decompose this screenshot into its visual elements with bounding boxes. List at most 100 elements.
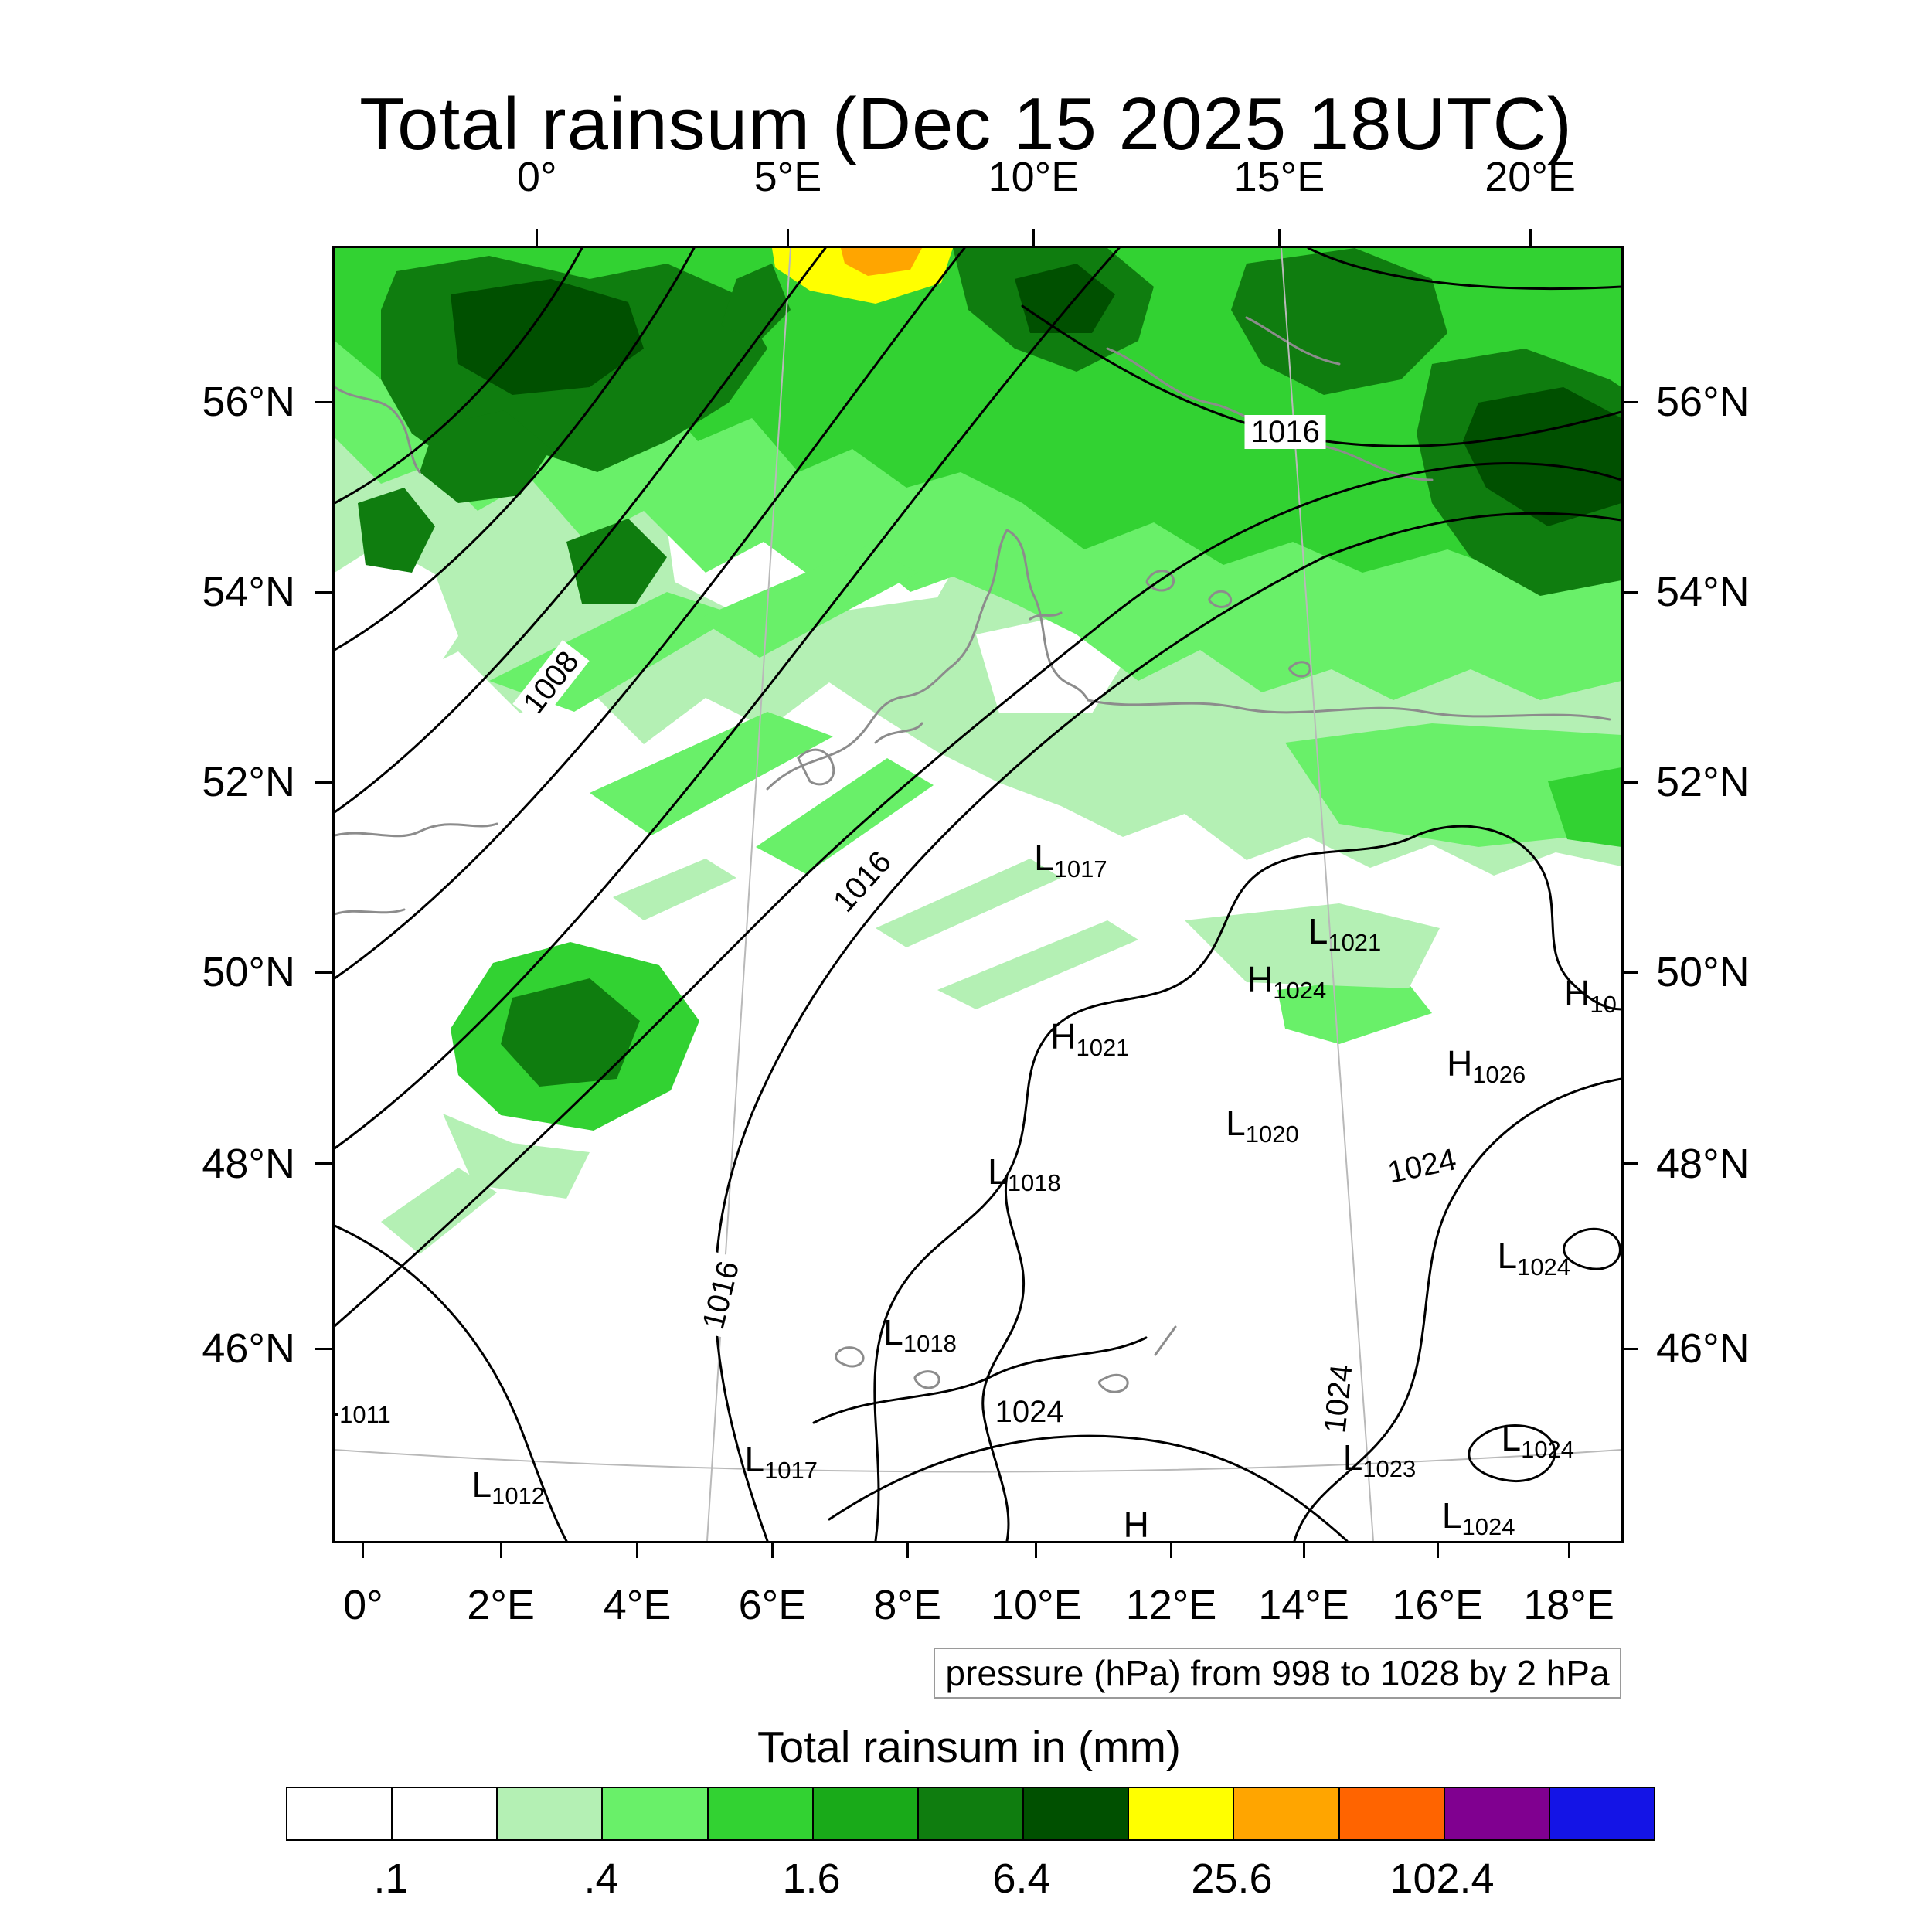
axis-tick-mark-right	[1621, 971, 1638, 974]
axis-tick-mark-left	[315, 590, 332, 594]
axis-tick-label-left: 50°N	[202, 949, 295, 996]
axis-tick-mark-right	[1621, 1347, 1638, 1350]
axis-tick-label-left: 46°N	[202, 1325, 295, 1372]
pressure-center-label: H1021	[1050, 1015, 1129, 1062]
axis-tick-label-top: 20°E	[1485, 154, 1576, 200]
axis-tick-mark-right	[1621, 781, 1638, 784]
axis-tick-label-bottom: 2°E	[467, 1582, 535, 1628]
colorbar-cell	[391, 1788, 497, 1839]
axis-tick-mark-bottom	[1170, 1541, 1173, 1558]
pressure-value: 1021	[1328, 928, 1382, 956]
axis-tick-label-bottom: 16°E	[1392, 1582, 1484, 1628]
low-pressure-letter: L	[744, 1438, 765, 1479]
axis-tick-label-left: 54°N	[202, 569, 295, 616]
axis-tick-mark-top	[536, 229, 539, 246]
colorbar-tick-label: 1.6	[782, 1855, 841, 1902]
low-pressure-letter: L	[1497, 1236, 1518, 1277]
pressure-value: 1020	[1245, 1120, 1299, 1148]
axis-tick-label-top: 5°E	[753, 154, 822, 200]
colorbar-cell	[601, 1788, 707, 1839]
pressure-value: 1024	[1517, 1253, 1571, 1281]
colorbar-cell	[917, 1788, 1023, 1839]
high-pressure-letter: H	[1564, 973, 1590, 1014]
low-pressure-letter: L	[1342, 1437, 1363, 1478]
pressure-center-label: L1011	[335, 1383, 391, 1429]
pressure-center-label: L1017	[744, 1438, 818, 1485]
pressure-center-label: L1023	[1343, 1437, 1417, 1483]
pressure-value: 1024	[1521, 1435, 1575, 1463]
low-pressure-letter: L	[1308, 911, 1328, 952]
pressure-center-label: H1026	[1447, 1043, 1526, 1089]
axis-tick-label-bottom: 4°E	[603, 1582, 672, 1628]
colorbar-cell	[1233, 1788, 1338, 1839]
pressure-value: 1021	[1076, 1033, 1130, 1061]
axis-tick-label-left: 48°N	[202, 1140, 295, 1187]
colorbar-tick-label: 102.4	[1389, 1855, 1495, 1902]
axis-tick-label-bottom: 14°E	[1258, 1582, 1349, 1628]
pressure-center-label: L1017	[1034, 837, 1107, 883]
axis-tick-mark-top	[1529, 229, 1532, 246]
pressure-range-note: pressure (hPa) from 998 to 1028 by 2 hPa	[934, 1648, 1621, 1699]
axis-tick-label-right: 54°N	[1656, 569, 1750, 616]
axis-tick-label-right: 48°N	[1656, 1140, 1750, 1187]
pressure-center-label: H1024	[1247, 958, 1326, 1005]
axis-tick-label-right: 52°N	[1656, 759, 1750, 806]
pressure-range-text: pressure (hPa) from 998 to 1028 by 2 hPa	[945, 1653, 1610, 1693]
colorbar-tick-label: .1	[373, 1855, 409, 1902]
pressure-center-label: L1024	[1497, 1235, 1570, 1281]
pressure-center-label: L1021	[1308, 910, 1382, 957]
high-pressure-letter: H	[1447, 1043, 1473, 1083]
rain-colorbar	[286, 1787, 1655, 1841]
axis-tick-mark-top	[1277, 229, 1281, 246]
contour-label: 1016	[1244, 414, 1326, 449]
pressure-value: 1012	[492, 1481, 546, 1509]
axis-tick-mark-left	[315, 781, 332, 784]
axis-tick-label-top: 0°	[516, 154, 557, 200]
axis-tick-mark-bottom	[362, 1541, 365, 1558]
colorbar-labels: .1 .4 1.6 6.4 25.6 102.4	[286, 1855, 1652, 1902]
low-pressure-letter: L	[1034, 837, 1054, 878]
axis-tick-mark-left	[315, 971, 332, 974]
pressure-value: 1023	[1362, 1454, 1417, 1482]
pressure-value: 1018	[1007, 1169, 1061, 1197]
colorbar-cell	[1443, 1788, 1549, 1839]
axis-tick-mark-bottom	[1302, 1541, 1305, 1558]
low-pressure-letter: L	[471, 1464, 492, 1505]
axis-tick-mark-right	[1621, 590, 1638, 594]
pressure-center-label: L1018	[988, 1151, 1061, 1197]
colorbar-tick-label: .4	[583, 1855, 619, 1902]
pressure-center-label: L1024	[1442, 1495, 1515, 1541]
axis-tick-label-bottom: 6°E	[738, 1582, 807, 1628]
colorbar-cell	[1338, 1788, 1444, 1839]
low-pressure-letter: L	[1226, 1102, 1246, 1143]
pressure-value: 1024	[1273, 976, 1327, 1004]
colorbar-cell	[1548, 1788, 1655, 1839]
pressure-center-label: L1012	[471, 1464, 545, 1510]
contour-label: 1008	[512, 640, 590, 726]
colorbar-cell	[1128, 1788, 1233, 1839]
low-pressure-letter: L	[1441, 1495, 1462, 1536]
axis-tick-mark-bottom	[1436, 1541, 1439, 1558]
axis-tick-mark-top	[786, 229, 789, 246]
contour-label: 1024	[1317, 1356, 1360, 1441]
axis-tick-mark-left	[315, 1162, 332, 1165]
pressure-center-label: H10	[1564, 973, 1617, 1019]
axis-tick-label-left: 52°N	[202, 759, 295, 806]
high-pressure-letter: H	[1050, 1015, 1077, 1056]
axis-tick-label-bottom: 0°	[343, 1582, 383, 1628]
low-pressure-letter: L	[988, 1151, 1008, 1192]
pressure-value: 1011	[339, 1400, 391, 1428]
axis-tick-mark-bottom	[499, 1541, 502, 1558]
low-pressure-letter: L	[1501, 1418, 1522, 1459]
colorbar-cell	[706, 1788, 812, 1839]
colorbar-tick-label: 25.6	[1191, 1855, 1273, 1902]
high-pressure-letter: H	[1247, 959, 1274, 1000]
axis-tick-label-top: 10°E	[988, 154, 1080, 200]
pressure-value: 1017	[764, 1456, 818, 1484]
axis-tick-mark-right	[1621, 400, 1638, 403]
high-pressure-letter: H	[1123, 1505, 1149, 1541]
colorbar-cell	[811, 1788, 917, 1839]
pressure-value: 1018	[903, 1329, 957, 1357]
axis-tick-mark-bottom	[1567, 1541, 1570, 1558]
axis-tick-mark-bottom	[636, 1541, 639, 1558]
